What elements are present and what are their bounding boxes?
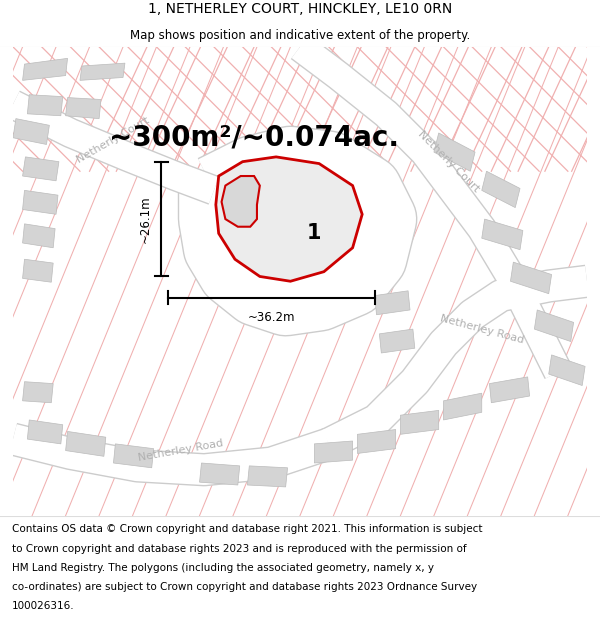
Polygon shape: [247, 466, 287, 487]
Text: Netherly Court: Netherly Court: [416, 129, 481, 194]
Text: 1: 1: [307, 223, 322, 243]
Polygon shape: [65, 98, 101, 119]
Polygon shape: [482, 171, 520, 208]
Text: ~36.2m: ~36.2m: [248, 311, 295, 324]
Polygon shape: [358, 429, 395, 454]
Polygon shape: [374, 291, 410, 315]
Text: co-ordinates) are subject to Crown copyright and database rights 2023 Ordnance S: co-ordinates) are subject to Crown copyr…: [12, 582, 477, 592]
Polygon shape: [23, 157, 59, 181]
Polygon shape: [379, 329, 415, 353]
Polygon shape: [443, 393, 482, 420]
Text: to Crown copyright and database rights 2023 and is reproduced with the permissio: to Crown copyright and database rights 2…: [12, 544, 467, 554]
Polygon shape: [23, 382, 53, 402]
Polygon shape: [200, 463, 240, 485]
Polygon shape: [314, 441, 353, 463]
Polygon shape: [511, 262, 551, 294]
Text: Netherley Road: Netherley Road: [439, 313, 525, 345]
Polygon shape: [549, 355, 585, 386]
Polygon shape: [80, 63, 125, 81]
Text: Map shows position and indicative extent of the property.: Map shows position and indicative extent…: [130, 29, 470, 42]
Polygon shape: [216, 157, 362, 281]
Polygon shape: [23, 224, 55, 248]
Polygon shape: [400, 411, 439, 434]
Polygon shape: [23, 58, 68, 81]
Polygon shape: [28, 420, 63, 444]
Polygon shape: [482, 219, 523, 249]
Polygon shape: [490, 377, 530, 402]
Text: Netherly Court: Netherly Court: [76, 115, 152, 164]
Polygon shape: [13, 119, 49, 144]
Text: 100026316.: 100026316.: [12, 601, 74, 611]
Text: ~26.1m: ~26.1m: [139, 195, 152, 243]
Text: HM Land Registry. The polygons (including the associated geometry, namely x, y: HM Land Registry. The polygons (includin…: [12, 562, 434, 572]
Polygon shape: [23, 259, 53, 282]
Text: Netherley Road: Netherley Road: [137, 438, 224, 463]
Polygon shape: [535, 310, 574, 341]
Text: 1, NETHERLEY COURT, HINCKLEY, LE10 0RN: 1, NETHERLEY COURT, HINCKLEY, LE10 0RN: [148, 2, 452, 16]
Polygon shape: [65, 431, 106, 456]
Text: Contains OS data © Crown copyright and database right 2021. This information is : Contains OS data © Crown copyright and d…: [12, 524, 482, 534]
Polygon shape: [28, 95, 63, 116]
Text: ~300m²/~0.074ac.: ~300m²/~0.074ac.: [109, 124, 398, 152]
Polygon shape: [23, 191, 58, 214]
Polygon shape: [434, 133, 475, 171]
Polygon shape: [113, 444, 154, 468]
Polygon shape: [221, 176, 260, 227]
